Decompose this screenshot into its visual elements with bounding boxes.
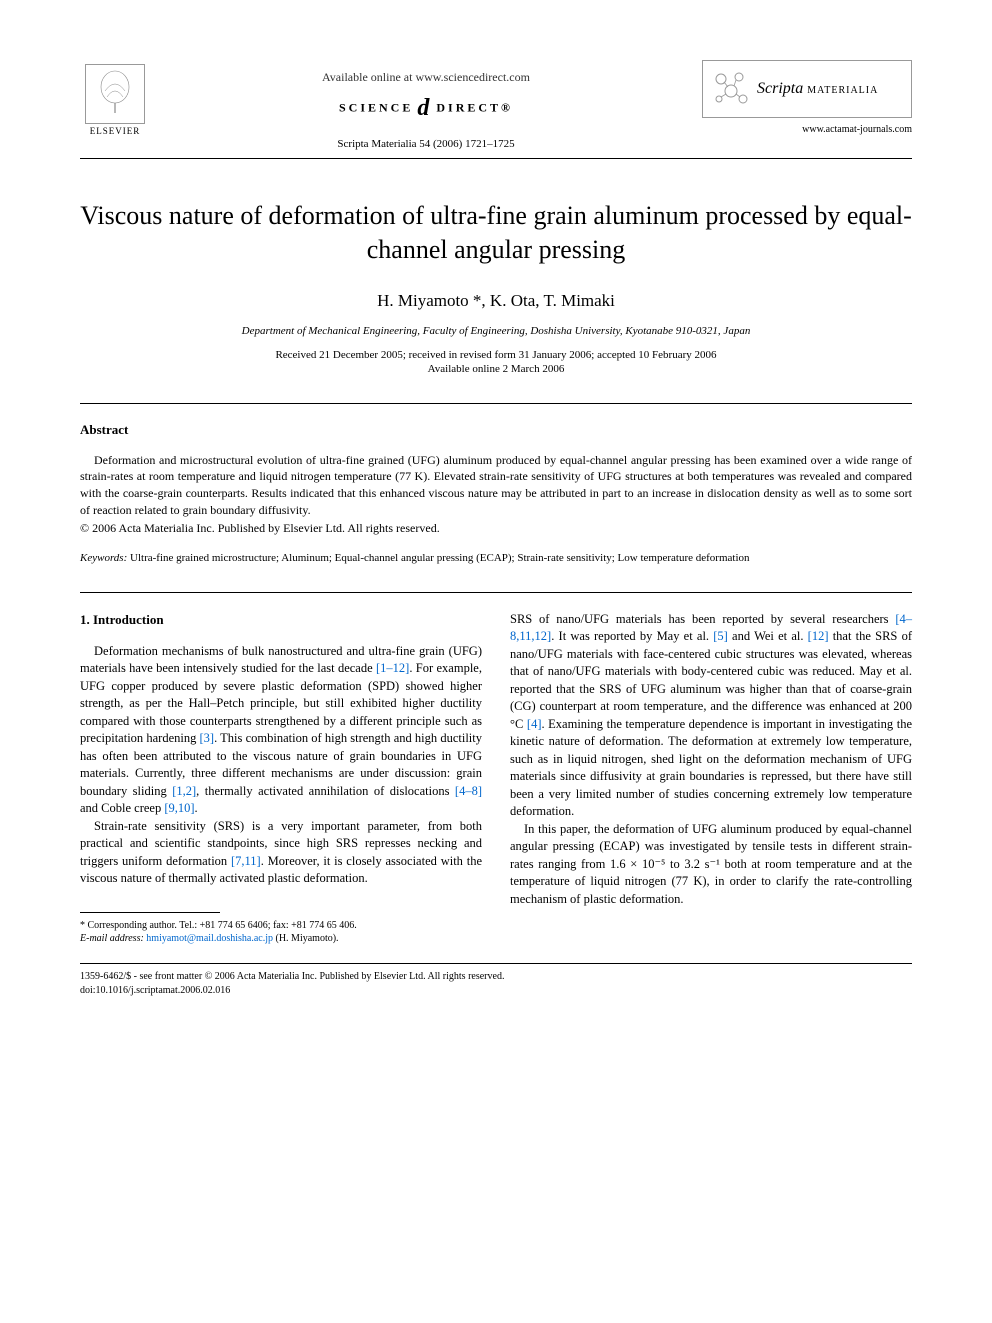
ref-link[interactable]: [1,2] xyxy=(172,784,196,798)
p3-text-b: . It was reported by May et al. xyxy=(551,629,713,643)
scripta-title-block: Scripta MATERIALIA xyxy=(757,80,878,98)
elsevier-tree-icon xyxy=(85,64,145,124)
ref-link[interactable]: [12] xyxy=(808,629,829,643)
p1-text-e: and Coble creep xyxy=(80,801,164,815)
elsevier-label: ELSEVIER xyxy=(90,126,141,136)
elsevier-logo: ELSEVIER xyxy=(80,60,150,140)
ref-link[interactable]: [3] xyxy=(200,731,215,745)
abstract-top-divider xyxy=(80,403,912,404)
sd-left: SCIENCE xyxy=(339,100,413,114)
journal-url: www.actamat-journals.com xyxy=(702,124,912,135)
abstract-text: Deformation and microstructural evolutio… xyxy=(80,452,912,519)
section-1-heading: 1. Introduction xyxy=(80,611,482,629)
science-direct-logo: SCIENCE d DIRECT® xyxy=(150,95,702,122)
scripta-logo: Scripta MATERIALIA xyxy=(702,60,912,118)
p1-text-f: . xyxy=(195,801,198,815)
scripta-subtitle: MATERIALIA xyxy=(807,85,878,96)
ref-link[interactable]: [4] xyxy=(527,717,542,731)
scripta-title: Scripta xyxy=(757,80,803,97)
email-link[interactable]: hmiyamot@mail.doshisha.ac.jp xyxy=(144,933,276,944)
ref-link[interactable]: [4–8] xyxy=(455,784,482,798)
ref-link[interactable]: [7,11] xyxy=(231,854,261,868)
column-right: SRS of nano/UFG materials has been repor… xyxy=(510,611,912,945)
keywords: Keywords: Ultra-fine grained microstruct… xyxy=(80,552,912,564)
sd-at-icon: d xyxy=(417,95,432,122)
p3-text-a: SRS of nano/UFG materials has been repor… xyxy=(510,612,895,626)
p3-text-e: . Examining the temperature dependence i… xyxy=(510,717,912,819)
email-suffix: (H. Miyamoto). xyxy=(276,933,339,944)
intro-para-1: Deformation mechanisms of bulk nanostruc… xyxy=(80,643,482,818)
keywords-text: Ultra-fine grained microstructure; Alumi… xyxy=(127,552,749,564)
bottom-divider xyxy=(80,963,912,964)
body-columns: 1. Introduction Deformation mechanisms o… xyxy=(80,611,912,945)
header-right: Scripta MATERIALIA www.actamat-journals.… xyxy=(702,60,912,135)
ref-link[interactable]: [1–12] xyxy=(376,661,409,675)
ref-link[interactable]: [9,10] xyxy=(164,801,194,815)
doi: doi:10.1016/j.scriptamat.2006.02.016 xyxy=(80,984,912,998)
email-label: E-mail address: xyxy=(80,933,144,944)
footnote-divider xyxy=(80,912,220,913)
available-date: Available online 2 March 2006 xyxy=(80,363,912,375)
affiliation: Department of Mechanical Engineering, Fa… xyxy=(80,325,912,337)
article-title: Viscous nature of deformation of ultra-f… xyxy=(80,199,912,267)
journal-reference: Scripta Materialia 54 (2006) 1721–1725 xyxy=(150,138,702,150)
received-dates: Received 21 December 2005; received in r… xyxy=(80,349,912,361)
front-matter: 1359-6462/$ - see front matter © 2006 Ac… xyxy=(80,970,912,984)
header-divider xyxy=(80,158,912,159)
available-online-text: Available online at www.sciencedirect.co… xyxy=(150,70,702,85)
abstract-bottom-divider xyxy=(80,592,912,593)
corresponding-author: * Corresponding author. Tel.: +81 774 65… xyxy=(80,919,482,932)
authors: H. Miyamoto *, K. Ota, T. Mimaki xyxy=(80,291,912,311)
intro-para-2: Strain-rate sensitivity (SRS) is a very … xyxy=(80,818,482,888)
intro-para-4: In this paper, the deformation of UFG al… xyxy=(510,821,912,909)
keywords-label: Keywords: xyxy=(80,552,127,564)
page-header: ELSEVIER Available online at www.science… xyxy=(80,60,912,150)
abstract-copyright: © 2006 Acta Materialia Inc. Published by… xyxy=(80,521,912,536)
scripta-network-icon xyxy=(711,69,751,109)
intro-para-3: SRS of nano/UFG materials has been repor… xyxy=(510,611,912,821)
sd-right: DIRECT® xyxy=(436,100,513,114)
email-footnote: E-mail address: hmiyamot@mail.doshisha.a… xyxy=(80,932,482,945)
abstract-label: Abstract xyxy=(80,422,912,438)
column-left: 1. Introduction Deformation mechanisms o… xyxy=(80,611,482,945)
p3-text-c: and Wei et al. xyxy=(728,629,808,643)
ref-link[interactable]: [5] xyxy=(713,629,728,643)
header-center: Available online at www.sciencedirect.co… xyxy=(150,60,702,150)
p1-text-d: , thermally activated annihilation of di… xyxy=(196,784,455,798)
p3-text-d: that the SRS of nano/UFG materials with … xyxy=(510,629,912,731)
